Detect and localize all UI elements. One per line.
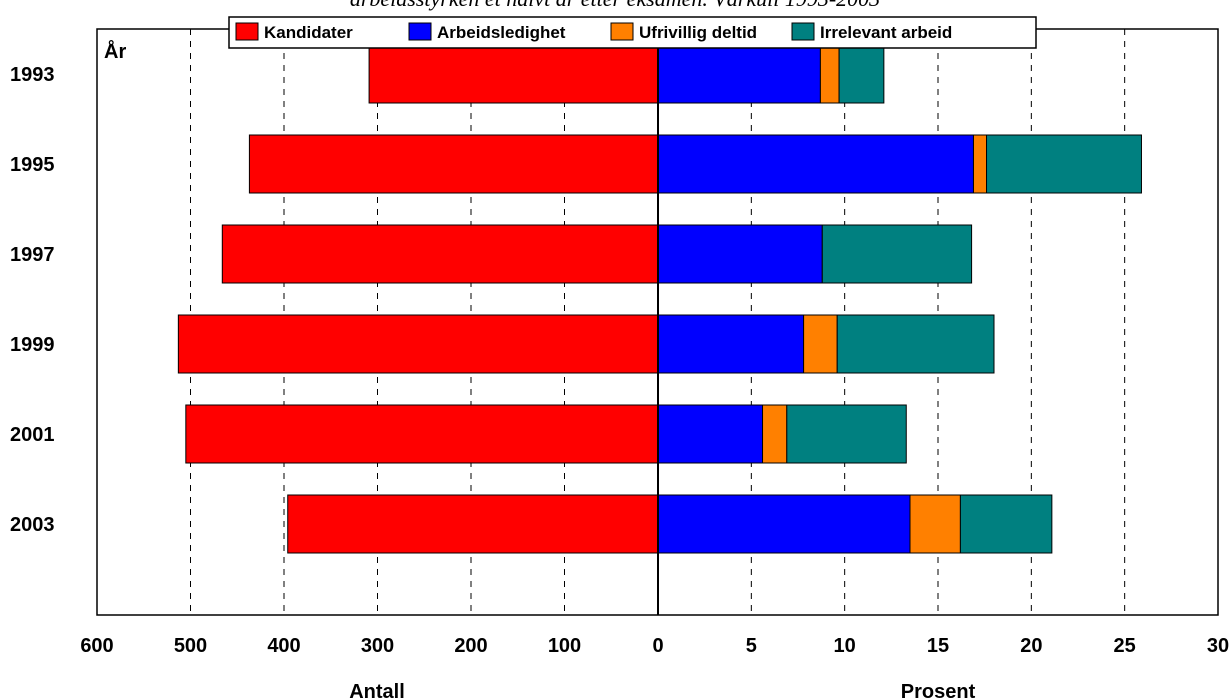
- x-tick-left-100: 100: [548, 635, 581, 657]
- bars: [177, 44, 1142, 554]
- bar-kandidater-2003: [287, 494, 659, 554]
- legend-label-kandidater: Kandidater: [264, 23, 353, 42]
- bar-ufrivillig-deltid-2001: [762, 404, 788, 464]
- legend-swatch-ufrivillig-deltid: [610, 22, 634, 41]
- x-tick-left-400: 400: [267, 635, 300, 657]
- x-tick-right-30: 30: [1207, 635, 1229, 657]
- chart-title: arbeidsstyrken et halvt år etter eksamen…: [350, 0, 880, 11]
- bar-ufrivillig-deltid-2003: [909, 494, 961, 554]
- bar-arbeidsledighet-2003: [657, 494, 911, 554]
- legend-swatch-kandidater: [235, 22, 259, 41]
- year-axis-label: År: [104, 39, 126, 63]
- bar-ufrivillig-deltid-1999: [803, 314, 838, 374]
- bar-kandidater-1993: [368, 44, 659, 104]
- year-label-1997: 1997: [10, 244, 55, 266]
- legend: Kandidater Arbeidsledighet Ufrivillig delt…: [228, 16, 1037, 49]
- year-label-1995: 1995: [10, 154, 55, 176]
- legend-label-ufrivillig-deltid: Ufrivillig deltid: [639, 23, 757, 42]
- bar-arbeidsledighet-1997: [657, 224, 823, 284]
- bar-irrelevant-arbeid-2001: [786, 404, 907, 464]
- x-tick-right-10: 10: [834, 635, 856, 657]
- x-tick-right-20: 20: [1020, 635, 1042, 657]
- bar-arbeidsledighet-2001: [657, 404, 764, 464]
- bar-arbeidsledighet-1993: [657, 44, 821, 104]
- year-label-1993: 1993: [10, 64, 55, 86]
- x-tick-left-200: 200: [454, 635, 487, 657]
- bar-kandidater-1997: [221, 224, 659, 284]
- year-label-2003: 2003: [10, 514, 55, 536]
- x-tick-right-0: 0: [652, 635, 663, 657]
- year-label-2001: 2001: [10, 424, 55, 446]
- x-tick-right-5: 5: [746, 635, 757, 657]
- x-tick-right-25: 25: [1114, 635, 1136, 657]
- bar-irrelevant-arbeid-2003: [959, 494, 1053, 554]
- bar-kandidater-1995: [248, 134, 659, 194]
- bar-irrelevant-arbeid-1997: [821, 224, 973, 284]
- bar-kandidater-1999: [177, 314, 659, 374]
- legend-label-irrelevant-arbeid: Irrelevant arbeid: [820, 23, 952, 42]
- bar-arbeidsledighet-1999: [657, 314, 805, 374]
- legend-swatch-irrelevant-arbeid: [791, 22, 815, 41]
- x-tick-right-15: 15: [927, 635, 949, 657]
- bar-ufrivillig-deltid-1995: [972, 134, 988, 194]
- x-tick-labels: 600 500 400 300 200 100 0 5 10 15 20 25 30: [80, 635, 1229, 657]
- bar-arbeidsledighet-1995: [657, 134, 974, 194]
- year-tick-labels: 1993 1995 1997 1999 2001 2003: [10, 64, 55, 536]
- right-axis-label: Prosent: [901, 681, 976, 700]
- bar-irrelevant-arbeid-1999: [836, 314, 995, 374]
- legend-swatch-arbeidsledighet: [408, 22, 432, 41]
- x-tick-left-500: 500: [174, 635, 207, 657]
- legend-label-arbeidsledighet: Arbeidsledighet: [437, 23, 566, 42]
- bar-irrelevant-arbeid-1995: [986, 134, 1142, 194]
- year-label-1999: 1999: [10, 334, 55, 356]
- bar-ufrivillig-deltid-1993: [819, 44, 840, 104]
- bar-irrelevant-arbeid-1993: [838, 44, 885, 104]
- bar-kandidater-2001: [185, 404, 659, 464]
- x-tick-left-600: 600: [80, 635, 113, 657]
- left-axis-label: Antall: [349, 681, 405, 700]
- x-tick-left-300: 300: [361, 635, 394, 657]
